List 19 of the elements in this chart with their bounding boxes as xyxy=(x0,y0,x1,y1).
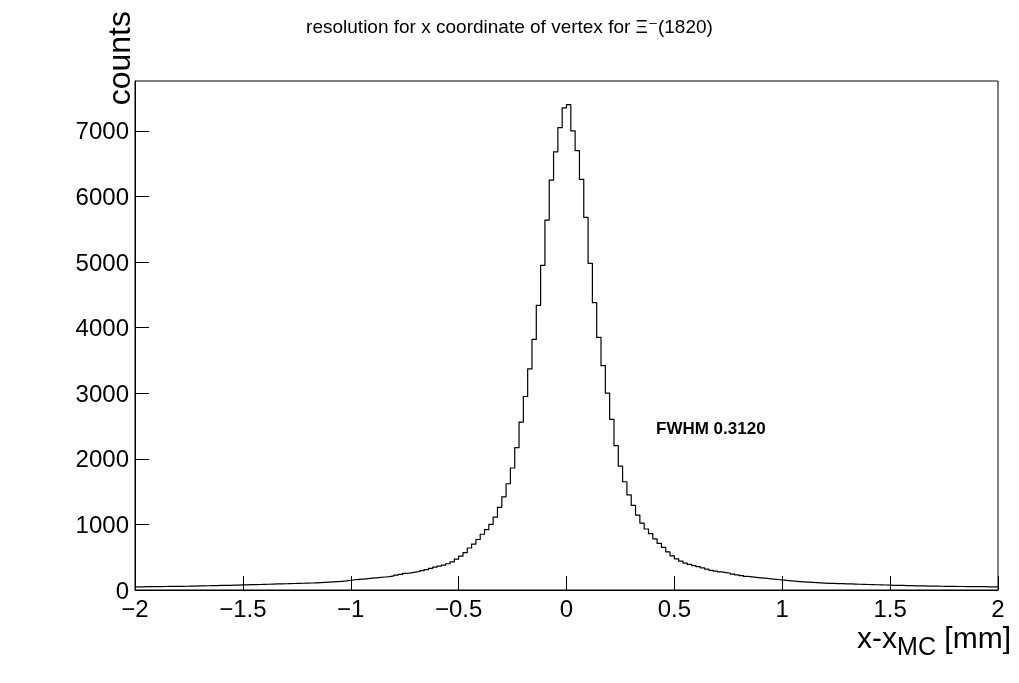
annotation: FWHM 0.3120 xyxy=(656,419,766,438)
x-tick-label: 0.5 xyxy=(657,594,692,622)
x-tick-label: −1.5 xyxy=(219,594,267,622)
x-tick-label: 2 xyxy=(991,594,1005,622)
y-tick-label: 5000 xyxy=(75,248,129,276)
x-tick-label: −1 xyxy=(337,594,365,622)
y-tick-label: 7000 xyxy=(75,117,129,145)
x-tick-label: 0 xyxy=(559,594,574,622)
y-tick-label: 1000 xyxy=(75,510,129,538)
x-tick-label: 1.5 xyxy=(873,594,907,622)
y-tick-label: 6000 xyxy=(75,182,129,210)
y-tick-label: 2000 xyxy=(75,445,129,473)
y-tick-label: 3000 xyxy=(75,379,129,407)
x-tick-label: −0.5 xyxy=(434,594,483,622)
y-tick-label: 4000 xyxy=(75,314,129,342)
x-axis-title: x-x$_{MC}$ [mm] xyxy=(857,620,1011,662)
x-tick-label: 1 xyxy=(775,594,789,622)
y-axis-title: counts xyxy=(101,11,137,106)
chart-title: resolution for x coordinate of vertex for Ξ⁻(1820) xyxy=(306,16,713,37)
